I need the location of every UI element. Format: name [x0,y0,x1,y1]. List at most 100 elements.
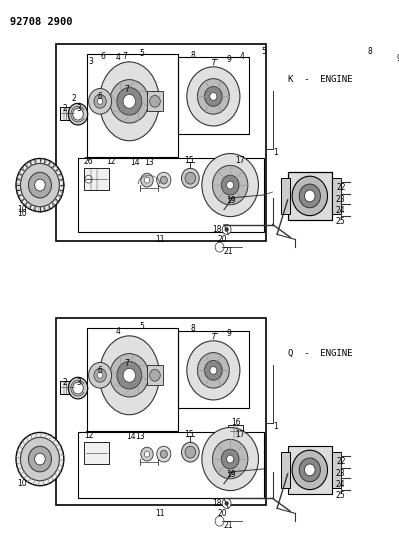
Ellipse shape [99,62,159,141]
Text: 10: 10 [18,209,27,218]
Bar [87,328,178,431]
Circle shape [123,368,136,382]
Circle shape [157,172,171,188]
Circle shape [20,164,59,207]
Circle shape [222,498,231,508]
Text: 6: 6 [98,366,103,375]
Circle shape [85,175,92,183]
Text: 20: 20 [217,235,227,244]
Circle shape [89,362,112,388]
Circle shape [94,94,106,108]
Ellipse shape [99,336,159,415]
Text: 10: 10 [18,205,27,214]
Circle shape [28,446,51,472]
Circle shape [210,366,217,374]
Text: 2: 2 [62,104,67,112]
Circle shape [141,173,153,187]
Text: 5: 5 [139,322,144,332]
Circle shape [150,95,160,107]
Bar [78,432,264,498]
Text: 11: 11 [156,509,165,518]
Circle shape [182,442,199,462]
Text: 20: 20 [217,509,227,518]
Circle shape [221,449,239,469]
Bar [87,54,178,157]
Text: 15: 15 [184,430,194,439]
Bar [56,44,267,241]
Circle shape [16,158,64,212]
Text: Q  -  ENGINE: Q - ENGINE [288,349,352,358]
Circle shape [185,446,196,458]
Circle shape [187,341,240,400]
Circle shape [205,86,222,106]
Circle shape [35,453,45,465]
Text: 23: 23 [336,196,346,204]
Text: 13: 13 [144,158,154,167]
Circle shape [227,181,234,189]
Bar [288,172,332,220]
Text: 5: 5 [261,46,266,55]
Text: 14: 14 [126,432,136,441]
Text: 8: 8 [191,51,196,60]
Text: 4: 4 [240,52,245,61]
Text: 1: 1 [273,422,278,431]
Bar [288,172,332,220]
Circle shape [304,464,315,476]
Text: 92708 2900: 92708 2900 [10,17,72,27]
Text: 9: 9 [397,54,399,63]
Circle shape [215,242,224,252]
Text: 5: 5 [139,49,144,58]
Text: 1: 1 [273,148,278,157]
Text: 17: 17 [235,156,245,165]
Text: 7: 7 [124,359,129,368]
Text: 7: 7 [122,52,127,61]
Text: 15: 15 [184,156,194,165]
Text: 18: 18 [212,499,222,508]
Circle shape [73,382,83,394]
Text: 21: 21 [224,521,233,530]
Text: 19: 19 [226,470,236,479]
Circle shape [35,179,45,191]
Text: 4: 4 [115,53,120,62]
Text: 21: 21 [224,247,233,256]
Text: 12: 12 [106,157,115,166]
Text: 10: 10 [18,479,27,488]
Bar [56,318,267,505]
Circle shape [299,458,320,482]
Circle shape [215,516,224,526]
Circle shape [227,455,234,463]
Text: 9: 9 [227,55,232,64]
Circle shape [123,94,136,108]
Circle shape [160,176,167,184]
Circle shape [117,87,142,115]
Text: 25: 25 [336,217,346,226]
Text: 3: 3 [89,58,94,67]
Text: 14: 14 [131,158,140,167]
Circle shape [157,446,171,462]
Text: 6: 6 [98,92,103,101]
Text: 17: 17 [235,430,245,439]
Circle shape [144,177,150,183]
Bar [281,178,290,214]
Text: 6: 6 [100,52,105,61]
Text: 13: 13 [135,432,145,441]
Circle shape [222,224,231,235]
Circle shape [16,432,64,486]
Text: 23: 23 [336,470,346,478]
Text: 24: 24 [336,480,346,489]
Bar [147,366,163,385]
Bar [84,442,109,464]
Circle shape [182,168,199,188]
Text: 24: 24 [336,206,346,215]
Circle shape [150,369,160,381]
Circle shape [28,172,51,198]
Bar [60,107,73,120]
Text: 16: 16 [231,418,241,427]
Bar [228,425,243,438]
Text: 8: 8 [367,46,372,55]
Circle shape [202,154,259,216]
Circle shape [117,361,142,389]
Bar [178,57,249,134]
Text: 25: 25 [336,491,346,500]
Circle shape [213,439,248,479]
